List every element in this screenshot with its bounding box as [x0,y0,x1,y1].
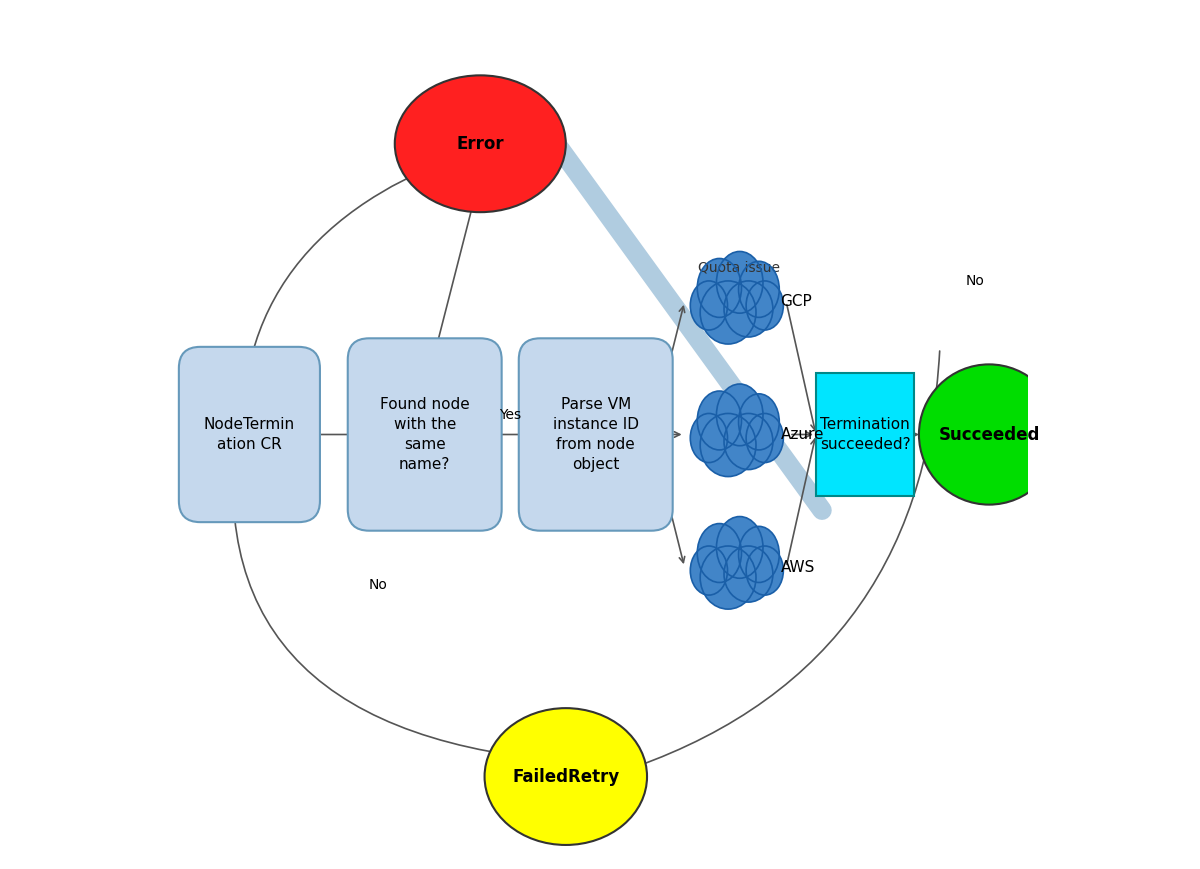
Text: Succeeded: Succeeded [938,426,1039,443]
FancyBboxPatch shape [518,338,673,531]
Text: Parse VM
instance ID
from node
object: Parse VM instance ID from node object [553,397,638,472]
Text: No: No [966,274,984,288]
Ellipse shape [716,251,763,313]
FancyBboxPatch shape [179,347,320,522]
Ellipse shape [716,384,763,446]
Text: GCP: GCP [780,295,812,309]
Ellipse shape [700,414,756,476]
Text: Azure: Azure [780,427,824,442]
Ellipse shape [697,523,742,582]
Text: Error: Error [456,135,504,153]
FancyBboxPatch shape [348,338,502,531]
Text: Termination
succeeded?: Termination succeeded? [820,417,911,452]
Ellipse shape [690,281,727,330]
Ellipse shape [690,414,727,462]
Ellipse shape [746,546,784,595]
Ellipse shape [395,76,565,212]
Ellipse shape [724,546,773,602]
Ellipse shape [690,546,727,595]
Ellipse shape [724,281,773,337]
Text: Yes: Yes [499,408,521,421]
Ellipse shape [697,258,742,317]
Ellipse shape [746,281,784,330]
Text: Found node
with the
same
name?: Found node with the same name? [380,397,469,472]
Ellipse shape [700,281,756,344]
Text: FailedRetry: FailedRetry [512,767,619,786]
Ellipse shape [746,414,784,462]
Ellipse shape [738,262,779,317]
Text: Quota issue: Quota issue [698,261,780,275]
FancyBboxPatch shape [816,373,914,496]
Ellipse shape [716,516,763,578]
Ellipse shape [700,546,756,609]
Ellipse shape [485,708,647,845]
Ellipse shape [919,364,1060,505]
Ellipse shape [738,394,779,450]
Ellipse shape [738,527,779,582]
Text: AWS: AWS [780,560,815,574]
Text: NodeTermin
ation CR: NodeTermin ation CR [204,417,295,452]
Text: No: No [368,578,388,592]
Ellipse shape [724,414,773,469]
Ellipse shape [697,391,742,450]
